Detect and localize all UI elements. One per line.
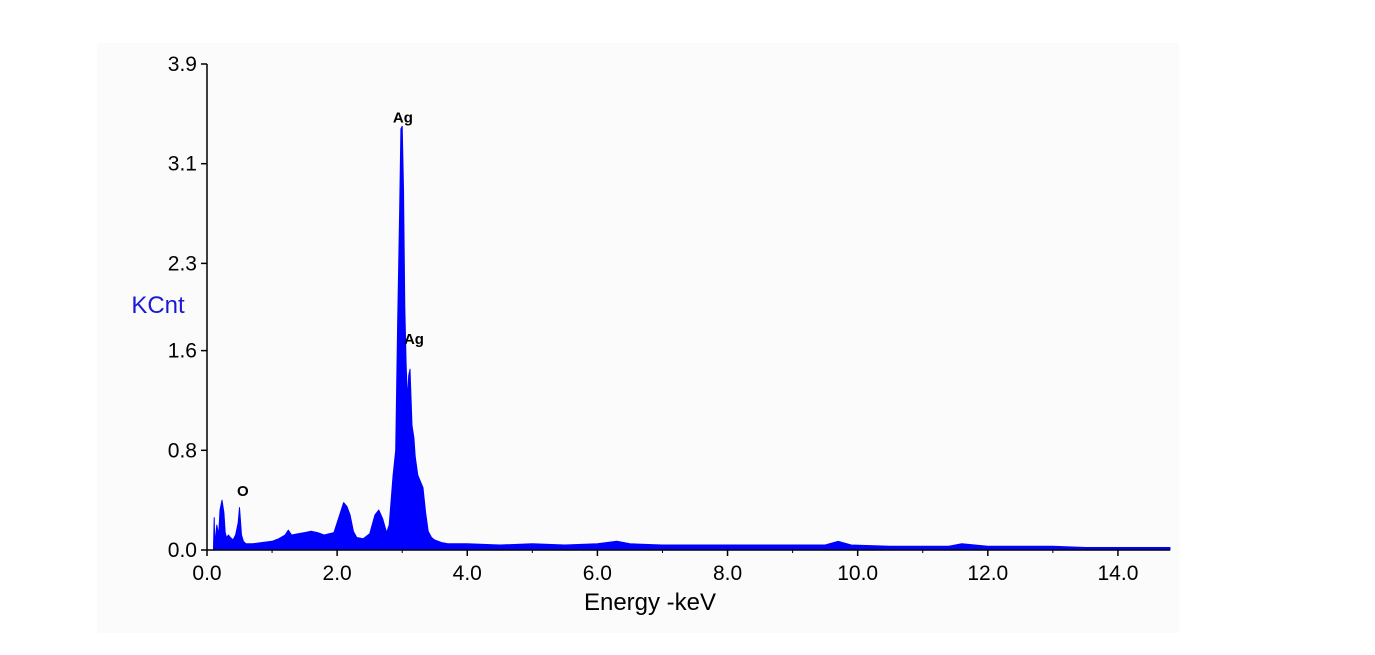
y-tick-label-0: 0.0 bbox=[168, 539, 197, 562]
peak-label-ag-0: Ag bbox=[393, 109, 413, 126]
x-tick-label-4: 8.0 bbox=[713, 562, 742, 585]
spectrum-series-0 bbox=[213, 125, 1171, 551]
x-tick-label-2: 4.0 bbox=[453, 562, 482, 585]
x-tick-label-1: 2.0 bbox=[323, 562, 352, 585]
spectrum-layer bbox=[213, 125, 1171, 551]
x-tick-label-0: 0.0 bbox=[192, 562, 221, 585]
x-tick-label-7: 14.0 bbox=[1098, 562, 1139, 585]
y-tick-label-5: 3.9 bbox=[168, 53, 197, 76]
x-axis-title: Energy -keV bbox=[584, 589, 716, 616]
x-tick-label-6: 12.0 bbox=[967, 562, 1008, 585]
y-ticks-layer: 0.0 0.8 1.6 2.3 3.1 3.9 bbox=[168, 53, 207, 562]
y-tick-label-2: 1.6 bbox=[168, 340, 197, 363]
annotation-layer: Ag Ag O bbox=[237, 109, 424, 500]
peak-label-o-2: O bbox=[237, 483, 249, 500]
y-tick-label-4: 3.1 bbox=[168, 153, 197, 176]
peak-label-ag-1: Ag bbox=[404, 331, 424, 348]
y-tick-label-3: 2.3 bbox=[168, 252, 197, 275]
plot-panel bbox=[97, 43, 1179, 633]
x-tick-label-3: 6.0 bbox=[583, 562, 612, 585]
y-tick-label-1: 0.8 bbox=[168, 439, 197, 462]
x-ticks-layer: 0.0 2.0 4.0 6.0 8.0 10.0 12.0 14.0 bbox=[192, 550, 1138, 585]
axes-layer bbox=[206, 64, 1170, 551]
y-axis-title: KCnt bbox=[131, 292, 185, 319]
x-tick-label-5: 10.0 bbox=[837, 562, 878, 585]
